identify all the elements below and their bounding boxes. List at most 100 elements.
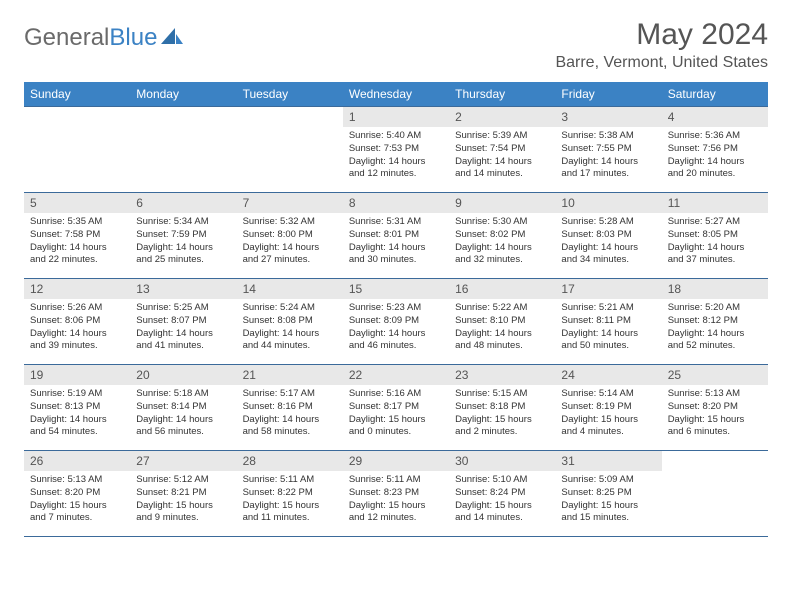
header: GeneralBlue May 2024 Barre, Vermont, Uni… — [24, 18, 768, 72]
day-number: 20 — [130, 365, 236, 385]
weekday-header: Friday — [555, 82, 661, 107]
calendar-day: 11Sunrise: 5:27 AMSunset: 8:05 PMDayligh… — [662, 193, 768, 279]
calendar-day: 2Sunrise: 5:39 AMSunset: 7:54 PMDaylight… — [449, 107, 555, 193]
calendar-table: SundayMondayTuesdayWednesdayThursdayFrid… — [24, 82, 768, 537]
day-number: 3 — [555, 107, 661, 127]
day-details: Sunrise: 5:13 AMSunset: 8:20 PMDaylight:… — [24, 471, 130, 527]
day-details: Sunrise: 5:35 AMSunset: 7:58 PMDaylight:… — [24, 213, 130, 269]
day-details: Sunrise: 5:11 AMSunset: 8:22 PMDaylight:… — [237, 471, 343, 527]
day-number: 26 — [24, 451, 130, 471]
calendar-day: 10Sunrise: 5:28 AMSunset: 8:03 PMDayligh… — [555, 193, 661, 279]
day-number: 23 — [449, 365, 555, 385]
day-number: 25 — [662, 365, 768, 385]
day-number: 1 — [343, 107, 449, 127]
calendar-day — [237, 107, 343, 193]
calendar-day: 13Sunrise: 5:25 AMSunset: 8:07 PMDayligh… — [130, 279, 236, 365]
logo-blue: Blue — [109, 24, 157, 51]
location: Barre, Vermont, United States — [555, 54, 768, 72]
day-number: 31 — [555, 451, 661, 471]
calendar-day: 15Sunrise: 5:23 AMSunset: 8:09 PMDayligh… — [343, 279, 449, 365]
calendar-day: 26Sunrise: 5:13 AMSunset: 8:20 PMDayligh… — [24, 451, 130, 537]
day-number: 27 — [130, 451, 236, 471]
weekday-row: SundayMondayTuesdayWednesdayThursdayFrid… — [24, 82, 768, 107]
day-number: 13 — [130, 279, 236, 299]
calendar-day — [130, 107, 236, 193]
day-number: 28 — [237, 451, 343, 471]
calendar-day: 6Sunrise: 5:34 AMSunset: 7:59 PMDaylight… — [130, 193, 236, 279]
calendar-day: 20Sunrise: 5:18 AMSunset: 8:14 PMDayligh… — [130, 365, 236, 451]
calendar-day: 12Sunrise: 5:26 AMSunset: 8:06 PMDayligh… — [24, 279, 130, 365]
calendar-day: 21Sunrise: 5:17 AMSunset: 8:16 PMDayligh… — [237, 365, 343, 451]
calendar-day: 29Sunrise: 5:11 AMSunset: 8:23 PMDayligh… — [343, 451, 449, 537]
weekday-header: Saturday — [662, 82, 768, 107]
day-details: Sunrise: 5:30 AMSunset: 8:02 PMDaylight:… — [449, 213, 555, 269]
title-block: May 2024 Barre, Vermont, United States — [555, 18, 768, 72]
day-details: Sunrise: 5:13 AMSunset: 8:20 PMDaylight:… — [662, 385, 768, 441]
weekday-header: Thursday — [449, 82, 555, 107]
calendar-day: 27Sunrise: 5:12 AMSunset: 8:21 PMDayligh… — [130, 451, 236, 537]
day-number: 10 — [555, 193, 661, 213]
calendar-week: 12Sunrise: 5:26 AMSunset: 8:06 PMDayligh… — [24, 279, 768, 365]
day-details: Sunrise: 5:34 AMSunset: 7:59 PMDaylight:… — [130, 213, 236, 269]
day-details: Sunrise: 5:20 AMSunset: 8:12 PMDaylight:… — [662, 299, 768, 355]
day-number: 12 — [24, 279, 130, 299]
day-details: Sunrise: 5:27 AMSunset: 8:05 PMDaylight:… — [662, 213, 768, 269]
weekday-header: Tuesday — [237, 82, 343, 107]
sail-icon — [161, 28, 183, 44]
day-details: Sunrise: 5:11 AMSunset: 8:23 PMDaylight:… — [343, 471, 449, 527]
day-number: 19 — [24, 365, 130, 385]
day-details: Sunrise: 5:38 AMSunset: 7:55 PMDaylight:… — [555, 127, 661, 183]
day-number: 30 — [449, 451, 555, 471]
calendar-day: 7Sunrise: 5:32 AMSunset: 8:00 PMDaylight… — [237, 193, 343, 279]
day-details: Sunrise: 5:19 AMSunset: 8:13 PMDaylight:… — [24, 385, 130, 441]
day-details: Sunrise: 5:39 AMSunset: 7:54 PMDaylight:… — [449, 127, 555, 183]
day-details: Sunrise: 5:23 AMSunset: 8:09 PMDaylight:… — [343, 299, 449, 355]
day-number: 7 — [237, 193, 343, 213]
calendar-week: 19Sunrise: 5:19 AMSunset: 8:13 PMDayligh… — [24, 365, 768, 451]
day-number: 4 — [662, 107, 768, 127]
weekday-header: Sunday — [24, 82, 130, 107]
calendar-day: 31Sunrise: 5:09 AMSunset: 8:25 PMDayligh… — [555, 451, 661, 537]
calendar-day: 17Sunrise: 5:21 AMSunset: 8:11 PMDayligh… — [555, 279, 661, 365]
day-details: Sunrise: 5:25 AMSunset: 8:07 PMDaylight:… — [130, 299, 236, 355]
calendar-day — [662, 451, 768, 537]
weekday-header: Monday — [130, 82, 236, 107]
calendar-body: 1Sunrise: 5:40 AMSunset: 7:53 PMDaylight… — [24, 107, 768, 537]
calendar-day: 9Sunrise: 5:30 AMSunset: 8:02 PMDaylight… — [449, 193, 555, 279]
calendar-week: 1Sunrise: 5:40 AMSunset: 7:53 PMDaylight… — [24, 107, 768, 193]
calendar-day: 4Sunrise: 5:36 AMSunset: 7:56 PMDaylight… — [662, 107, 768, 193]
weekday-header: Wednesday — [343, 82, 449, 107]
day-details: Sunrise: 5:17 AMSunset: 8:16 PMDaylight:… — [237, 385, 343, 441]
day-details: Sunrise: 5:32 AMSunset: 8:00 PMDaylight:… — [237, 213, 343, 269]
day-number: 9 — [449, 193, 555, 213]
day-details: Sunrise: 5:24 AMSunset: 8:08 PMDaylight:… — [237, 299, 343, 355]
day-number: 18 — [662, 279, 768, 299]
logo-text: GeneralBlue — [24, 24, 157, 52]
day-number: 22 — [343, 365, 449, 385]
calendar-day: 5Sunrise: 5:35 AMSunset: 7:58 PMDaylight… — [24, 193, 130, 279]
day-number: 15 — [343, 279, 449, 299]
day-number: 16 — [449, 279, 555, 299]
day-details: Sunrise: 5:09 AMSunset: 8:25 PMDaylight:… — [555, 471, 661, 527]
day-details: Sunrise: 5:18 AMSunset: 8:14 PMDaylight:… — [130, 385, 236, 441]
calendar-week: 26Sunrise: 5:13 AMSunset: 8:20 PMDayligh… — [24, 451, 768, 537]
calendar-day: 22Sunrise: 5:16 AMSunset: 8:17 PMDayligh… — [343, 365, 449, 451]
calendar-day: 25Sunrise: 5:13 AMSunset: 8:20 PMDayligh… — [662, 365, 768, 451]
calendar-day: 18Sunrise: 5:20 AMSunset: 8:12 PMDayligh… — [662, 279, 768, 365]
calendar-day: 1Sunrise: 5:40 AMSunset: 7:53 PMDaylight… — [343, 107, 449, 193]
day-details: Sunrise: 5:26 AMSunset: 8:06 PMDaylight:… — [24, 299, 130, 355]
day-details: Sunrise: 5:14 AMSunset: 8:19 PMDaylight:… — [555, 385, 661, 441]
day-number: 21 — [237, 365, 343, 385]
day-number: 11 — [662, 193, 768, 213]
day-number: 24 — [555, 365, 661, 385]
calendar-day: 30Sunrise: 5:10 AMSunset: 8:24 PMDayligh… — [449, 451, 555, 537]
day-details: Sunrise: 5:16 AMSunset: 8:17 PMDaylight:… — [343, 385, 449, 441]
day-details: Sunrise: 5:21 AMSunset: 8:11 PMDaylight:… — [555, 299, 661, 355]
day-details: Sunrise: 5:10 AMSunset: 8:24 PMDaylight:… — [449, 471, 555, 527]
day-details: Sunrise: 5:12 AMSunset: 8:21 PMDaylight:… — [130, 471, 236, 527]
day-details: Sunrise: 5:28 AMSunset: 8:03 PMDaylight:… — [555, 213, 661, 269]
day-details: Sunrise: 5:15 AMSunset: 8:18 PMDaylight:… — [449, 385, 555, 441]
calendar-day: 23Sunrise: 5:15 AMSunset: 8:18 PMDayligh… — [449, 365, 555, 451]
calendar-day: 16Sunrise: 5:22 AMSunset: 8:10 PMDayligh… — [449, 279, 555, 365]
calendar-week: 5Sunrise: 5:35 AMSunset: 7:58 PMDaylight… — [24, 193, 768, 279]
